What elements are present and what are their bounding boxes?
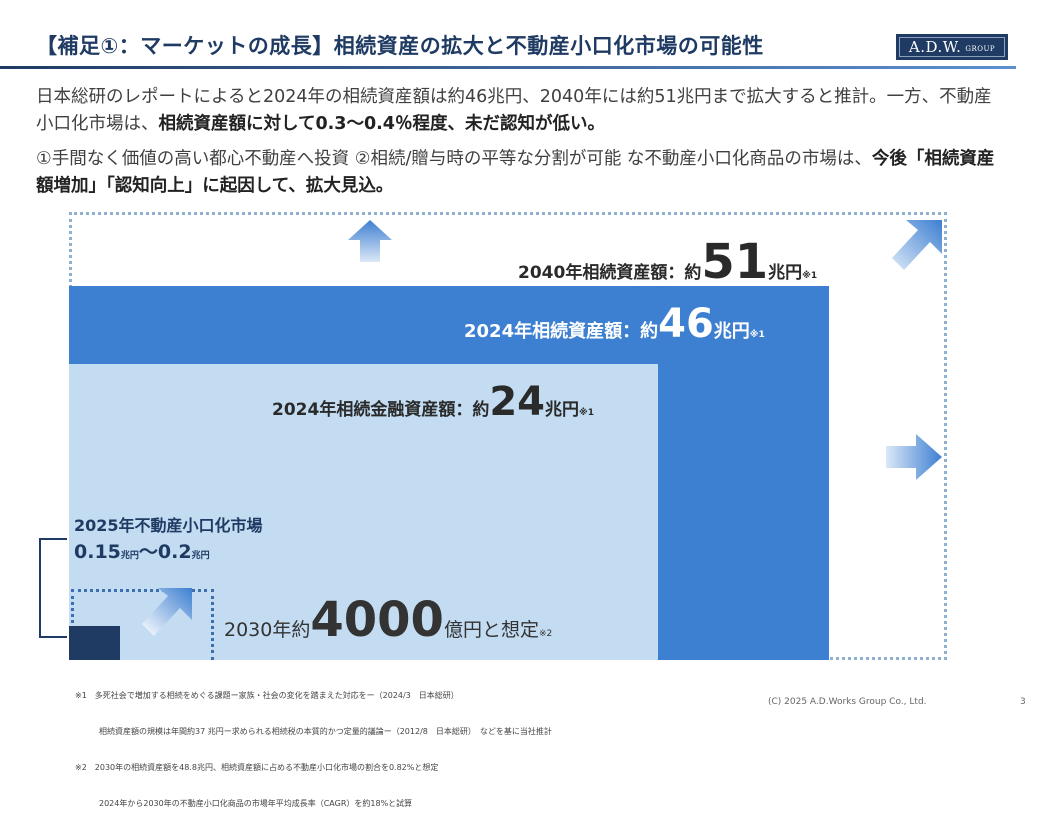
label-2040-value: 51 [701, 234, 769, 290]
label-2030-value: 4000 [310, 592, 444, 648]
box-2030-market [71, 589, 214, 660]
market-high-unit: 兆円 [191, 551, 210, 561]
label-2030-note: ※2 [538, 629, 553, 639]
label-2024-unit: 兆円 [713, 321, 750, 342]
market-low: 0.15 [74, 541, 121, 563]
footnote-line: ※2 2030年の相続資産額を48.8兆円、相続資産額に占める不動産小口化市場の… [75, 763, 439, 772]
label-2040-assets: 2040年相続資産額：約51兆円※1 [518, 236, 817, 302]
intro-p2-text: ①手間なく価値の高い都心不動産へ投資 ②相続/贈与時の平等な分割が可能 な不動産… [36, 149, 872, 169]
copyright: (C) 2025 A.D.Works Group Co., Ltd. [768, 697, 927, 707]
label-fin-note: ※1 [579, 408, 595, 418]
label-2024-assets: 2024年相続資産額：約46兆円※1 [464, 300, 765, 359]
label-fin-unit: 兆円 [545, 400, 579, 420]
arrow-right-icon [886, 434, 942, 480]
logo-main: A.D.W. [908, 38, 962, 56]
intro-p2-emphasis: 今後「相続資産額増加」「認知向上」に起因して、拡大見込。 [36, 149, 995, 196]
market-high: 0.2 [157, 541, 192, 563]
market-sep: ～ [138, 541, 158, 563]
label-2040-prefix: 2040年相続資産額：約 [518, 263, 702, 283]
intro-paragraph-1: 日本総研のレポートによると2024年の相続資産額は約46兆円、2040年には約5… [36, 84, 996, 138]
title-underline [0, 66, 1016, 69]
label-2024-prefix: 2024年相続資産額：約 [464, 321, 659, 342]
label-2025-market-title: 2025年不動産小口化市場 [74, 516, 263, 535]
label-fin-prefix: 2024年相続金融資産額：約 [272, 400, 490, 420]
label-2024-value: 46 [658, 301, 714, 347]
label-2030-unit: 億円と想定 [443, 619, 539, 641]
intro-p1-text: 日本総研のレポートによると2024年の相続資産額は約46兆円、2040年には約5… [36, 87, 992, 134]
label-2025-market-range: 0.15兆円～0.2兆円 [74, 537, 210, 564]
company-logo: A.D.W. GROUP [896, 34, 1008, 60]
label-2040-unit: 兆円 [768, 263, 803, 283]
arrow-up-right-icon [892, 220, 942, 270]
label-2030-market: 2030年約4000億円と想定※2 [224, 590, 552, 664]
footnote-line: ※1 多死社会で増加する相続をめぐる課題ー家族・社会の変化を踏まえた対応をー（2… [75, 691, 459, 700]
arrow-up-icon [348, 220, 392, 262]
label-fin-value: 24 [489, 379, 545, 425]
page-number: 3 [1020, 697, 1026, 707]
label-2024-note: ※1 [749, 330, 765, 340]
market-low-unit: 兆円 [120, 551, 139, 561]
arrow-small-up-right-icon [142, 588, 192, 636]
footnotes: ※1 多死社会で増加する相続をめぐる課題ー家族・社会の変化を踏まえた対応をー（2… [75, 666, 552, 822]
label-2040-note: ※1 [802, 271, 818, 281]
page-title: 【補足①：マーケットの成長】相続資産の拡大と不動産小口化市場の可能性 [36, 34, 764, 58]
logo-sub: GROUP [965, 45, 996, 53]
label-2030-prefix: 2030年約 [224, 619, 311, 641]
market-bracket [39, 538, 67, 638]
footnote-line: 2024年から2030年の不動産小口化商品の市場年平均成長率（CAGR）を約18… [75, 799, 413, 808]
box-2025-market [69, 626, 120, 660]
intro-paragraph-2: ①手間なく価値の高い都心不動産へ投資 ②相続/贈与時の平等な分割が可能 な不動産… [36, 146, 996, 200]
label-2024-financial-assets: 2024年相続金融資産額：約24兆円※1 [272, 378, 594, 437]
intro-p1-emphasis: 相続資産額に対して0.3～0.4％程度、未だ認知が低い。 [158, 114, 605, 134]
footnote-line: 相続資産額の規模は年間約37 兆円ー求められる相続税の本質的かつ定量的議論ー（2… [75, 727, 552, 736]
